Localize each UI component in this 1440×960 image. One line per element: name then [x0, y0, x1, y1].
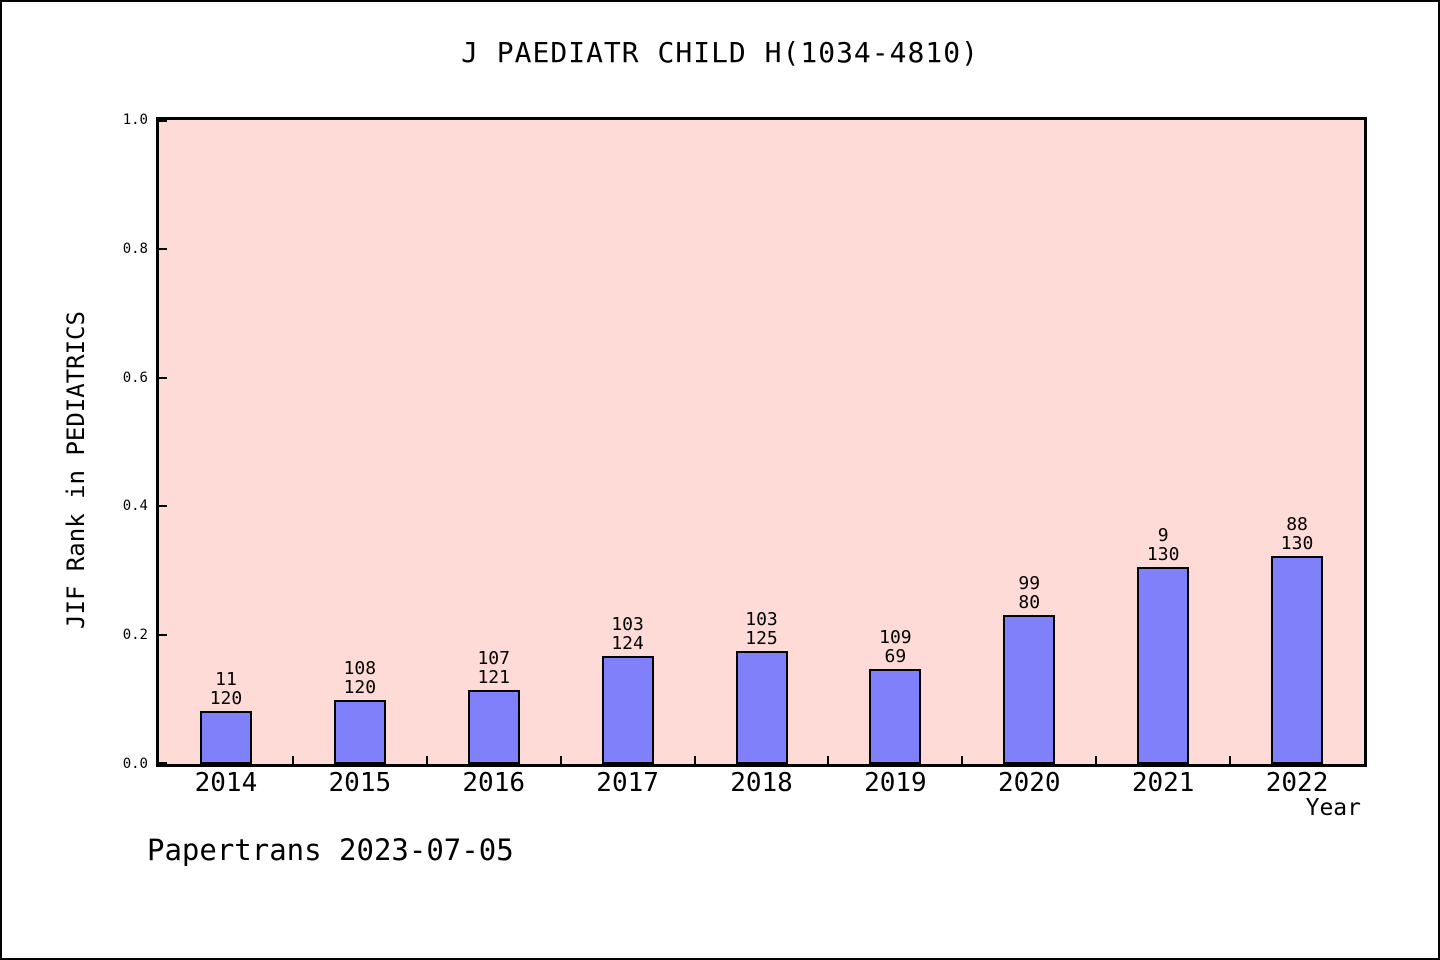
x-tick-mark — [291, 756, 294, 764]
y-tick-label: 0.4 — [122, 498, 148, 515]
bar-value-label: 103 125 — [745, 609, 778, 649]
x-tick-mark — [1095, 756, 1098, 764]
bar-2018 — [735, 651, 788, 764]
x-tick-label: 2014 — [194, 768, 258, 798]
y-tick-mark — [159, 762, 167, 764]
x-tick-label: 2019 — [864, 768, 927, 798]
y-tick-mark — [159, 120, 167, 122]
x-tick-label: 2015 — [328, 768, 392, 798]
x-tick-label: 2016 — [462, 768, 526, 798]
bar-2022 — [1271, 556, 1324, 764]
bar-value-label: 109 69 — [879, 627, 912, 667]
bar-2019 — [869, 669, 922, 764]
bar-2017 — [601, 656, 654, 764]
bar-value-label: 11 120 — [209, 669, 243, 709]
y-tick-label: 0.0 — [122, 756, 148, 772]
bar-value-label: 107 121 — [477, 648, 510, 688]
y-tick-mark — [159, 247, 167, 250]
x-tick-mark — [961, 756, 964, 764]
x-tick-mark — [827, 756, 830, 764]
y-axis-label: JIF Rank in PEDIATRICS — [62, 311, 90, 629]
x-tick-label: 2022 — [1265, 768, 1329, 798]
y-tick-label: 0.6 — [122, 369, 148, 386]
bar-value-label: 103 124 — [611, 614, 644, 654]
x-tick-label: 2020 — [997, 768, 1061, 798]
y-tick-mark — [159, 505, 167, 508]
x-tick-mark — [425, 756, 428, 764]
x-axis-label: Year — [1305, 795, 1361, 821]
x-tick-mark — [1229, 756, 1232, 764]
bar-value-label: 88 130 — [1280, 514, 1314, 554]
bar-value-label: 99 80 — [1018, 573, 1041, 613]
y-tick-label: 0.2 — [122, 627, 148, 644]
bar-2021 — [1137, 567, 1190, 764]
bar-value-label: 108 120 — [343, 658, 377, 698]
x-tick-label: 2017 — [596, 768, 659, 798]
x-tick-mark — [693, 756, 696, 764]
plot-area: 11 120 108 120 107 121 103 124 103 125 109 69… — [156, 117, 1367, 767]
bar-2016 — [467, 690, 520, 764]
x-tick-label: 2021 — [1131, 768, 1195, 798]
bar-2020 — [1003, 615, 1056, 764]
x-tick-label: 2018 — [730, 768, 793, 798]
bar-2014 — [199, 711, 252, 764]
x-tick-mark — [559, 756, 562, 764]
bar-value-label: 9 130 — [1146, 525, 1180, 565]
y-tick-label: 0.8 — [122, 240, 148, 257]
y-tick-mark — [159, 376, 167, 379]
y-tick-label: 1.0 — [122, 112, 148, 128]
watermark-text: Papertrans 2023-07-05 — [147, 833, 514, 867]
chart-title: J PAEDIATR CHILD H(1034-4810) — [461, 36, 979, 69]
y-tick-mark — [159, 634, 167, 637]
bar-2015 — [333, 700, 386, 764]
